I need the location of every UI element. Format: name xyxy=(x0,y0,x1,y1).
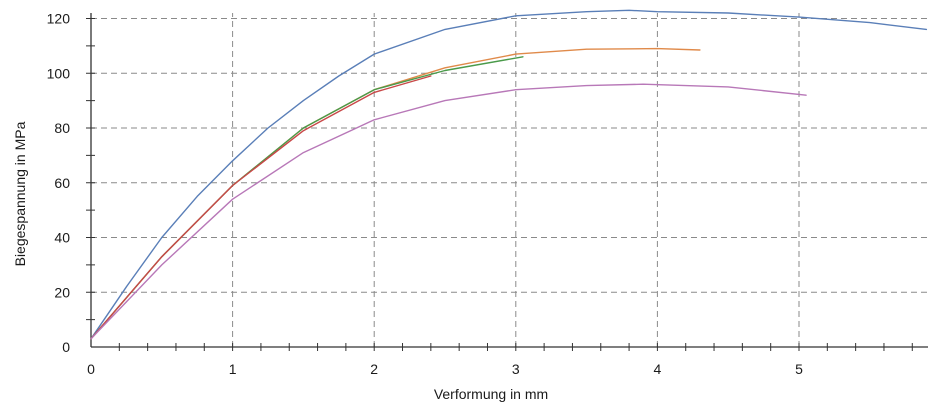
y-tick-label: 60 xyxy=(54,175,70,191)
tick-labels: 0 1 2 3 4 5 0 20 40 60 80 100 120 xyxy=(47,11,803,378)
series-line-1 xyxy=(90,9,928,340)
axes xyxy=(86,13,928,351)
x-tick-label: 5 xyxy=(795,361,803,377)
y-tick-label: 40 xyxy=(54,230,70,246)
x-axis-label: Verformung in mm xyxy=(434,386,548,402)
x-tick-label: 1 xyxy=(229,361,237,377)
y-tick-label: 80 xyxy=(54,120,70,136)
grid-lines xyxy=(91,13,928,347)
x-tick-label: 3 xyxy=(512,361,520,377)
series-line-2 xyxy=(90,47,701,340)
series-line-4 xyxy=(90,75,432,340)
y-tick-label: 0 xyxy=(62,339,70,355)
y-tick-label: 120 xyxy=(47,11,71,27)
y-axis-label: Biegespannung in MPa xyxy=(12,121,28,266)
x-tick-label: 0 xyxy=(87,361,95,377)
series-lines xyxy=(90,9,928,340)
series-line-5 xyxy=(90,83,807,340)
x-tick-label: 4 xyxy=(654,361,662,377)
y-tick-label: 100 xyxy=(47,65,71,81)
x-tick-label: 2 xyxy=(370,361,378,377)
y-tick-label: 20 xyxy=(54,284,70,300)
